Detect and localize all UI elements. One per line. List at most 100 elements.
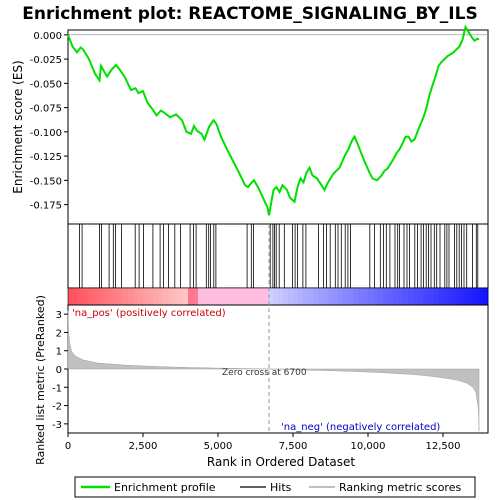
color-bar-segment — [223, 288, 229, 305]
color-bar-segment — [188, 288, 194, 305]
color-bar-segment — [268, 288, 274, 305]
color-bar-segment — [463, 288, 469, 305]
color-bar-segment — [233, 288, 239, 305]
color-bar-segment — [423, 288, 429, 305]
es-y-label: Enrichment score (ES) — [11, 60, 25, 193]
es-y-tick-label: -0.075 — [30, 104, 62, 115]
color-bar-segment — [448, 288, 454, 305]
color-bar-segment — [363, 288, 369, 305]
color-bar-segment — [148, 288, 154, 305]
chart-title: Enrichment plot: REACTOME_SIGNALING_BY_I… — [22, 4, 477, 24]
color-bar-segment — [353, 288, 359, 305]
color-bar-segment — [383, 288, 389, 305]
x-tick-label: 7,500 — [279, 441, 308, 452]
legend-hits-label: Hits — [270, 481, 292, 494]
x-tick-label: 5,000 — [204, 441, 233, 452]
legend: Enrichment profile Hits Ranking metric s… — [74, 476, 476, 498]
color-bar-segment — [393, 288, 399, 305]
x-tick-label: 0 — [65, 441, 71, 452]
color-bar-segment — [158, 288, 164, 305]
color-bar-segment — [428, 288, 434, 305]
color-bar-segment — [103, 288, 109, 305]
x-tick-label: 2,500 — [129, 441, 158, 452]
color-bar-segment — [373, 288, 379, 305]
color-bar-segment — [278, 288, 284, 305]
color-bar-segment — [108, 288, 114, 305]
es-y-tick-label: -0.050 — [30, 79, 62, 90]
color-bar-segment — [253, 288, 259, 305]
color-bar-segment — [473, 288, 479, 305]
enrichment-profile-line — [67, 24, 480, 216]
legend-frame — [74, 476, 476, 498]
color-bar-segment — [208, 288, 214, 305]
color-bar-segment — [243, 288, 249, 305]
legend-metric-label: Ranking metric scores — [339, 481, 461, 494]
color-bar-segment — [378, 288, 384, 305]
color-bar-segment — [388, 288, 394, 305]
ranking-y-axis: 3 2 1 0 -1 -2 -3 — [52, 310, 68, 431]
color-bar-segment — [178, 288, 184, 305]
color-bar-segment — [68, 288, 74, 305]
zero-cross-label: Zero cross at 6700 — [222, 368, 307, 378]
color-bar-segment — [338, 288, 344, 305]
ranked-color-bar — [67, 287, 489, 306]
x-axis-label: Rank in Ordered Dataset — [207, 455, 355, 469]
color-bar-segment — [83, 288, 89, 305]
es-y-axis: 0.000 -0.025 -0.050 -0.075 -0.100 -0.125 -0.15… — [30, 31, 68, 212]
color-bar-segment — [368, 288, 374, 305]
ranking-y-tick-label: 1 — [56, 347, 62, 358]
color-bar-segment — [403, 288, 409, 305]
ranking-y-tick-label: 3 — [56, 310, 62, 321]
color-bar-segment — [258, 288, 264, 305]
ranking-y-tick-label: 2 — [56, 328, 62, 339]
color-bar-segment — [293, 288, 299, 305]
color-bar-segment — [358, 288, 364, 305]
es-y-tick-label: -0.125 — [30, 152, 62, 163]
es-panel: 0.000 -0.025 -0.050 -0.075 -0.100 -0.125 -0.15… — [11, 24, 489, 225]
legend-profile-label: Enrichment profile — [114, 481, 216, 494]
color-bar-segment — [93, 288, 99, 305]
ranking-y-tick-label: -2 — [52, 402, 62, 413]
color-bar-segment — [468, 288, 474, 305]
color-bar-segment — [98, 288, 104, 305]
color-bar-segment — [443, 288, 449, 305]
color-bar-segment — [263, 288, 269, 305]
color-bar-segment — [118, 288, 124, 305]
color-bar-segment — [458, 288, 464, 305]
ranking-metric-area — [67, 310, 480, 432]
color-bar-segment — [478, 288, 484, 305]
color-bar-segment — [238, 288, 244, 305]
ranking-y-tick-label: -3 — [52, 420, 62, 431]
color-bar-segment — [398, 288, 404, 305]
color-bar-segment — [288, 288, 294, 305]
color-bar-segment — [133, 288, 139, 305]
color-bar-segment — [483, 288, 489, 305]
es-y-tick-label: -0.175 — [30, 201, 62, 212]
ranking-y-tick-label: -1 — [52, 383, 62, 394]
color-bar-segment — [333, 288, 339, 305]
color-bar-segment — [218, 288, 224, 305]
ranking-y-label: Ranked list metric (PreRanked) — [34, 295, 47, 465]
color-bar-segment — [323, 288, 329, 305]
color-bar-segment — [413, 288, 419, 305]
es-y-tick-label: 0.000 — [33, 31, 62, 42]
color-bar-segment — [128, 288, 134, 305]
color-bar-segment — [113, 288, 119, 305]
color-bar-segment — [183, 288, 189, 305]
color-bar-segment — [168, 288, 174, 305]
hit-marks — [79, 224, 479, 288]
color-bar-segment — [78, 288, 84, 305]
color-bar-segment — [143, 288, 149, 305]
ranking-metric-panel: 3 2 1 0 -1 -2 -3 'na_pos' (positively correlat… — [34, 224, 489, 465]
color-bar-segment — [88, 288, 94, 305]
color-bar-segment — [198, 288, 204, 305]
color-bar-segment — [283, 288, 289, 305]
x-tick-label: 10,000 — [351, 441, 386, 452]
color-bar-segment — [248, 288, 254, 305]
color-bar-segment — [298, 288, 304, 305]
neg-label: 'na_neg' (negatively correlated) — [281, 422, 440, 433]
color-bar-segment — [193, 288, 199, 305]
color-bar-segment — [163, 288, 169, 305]
